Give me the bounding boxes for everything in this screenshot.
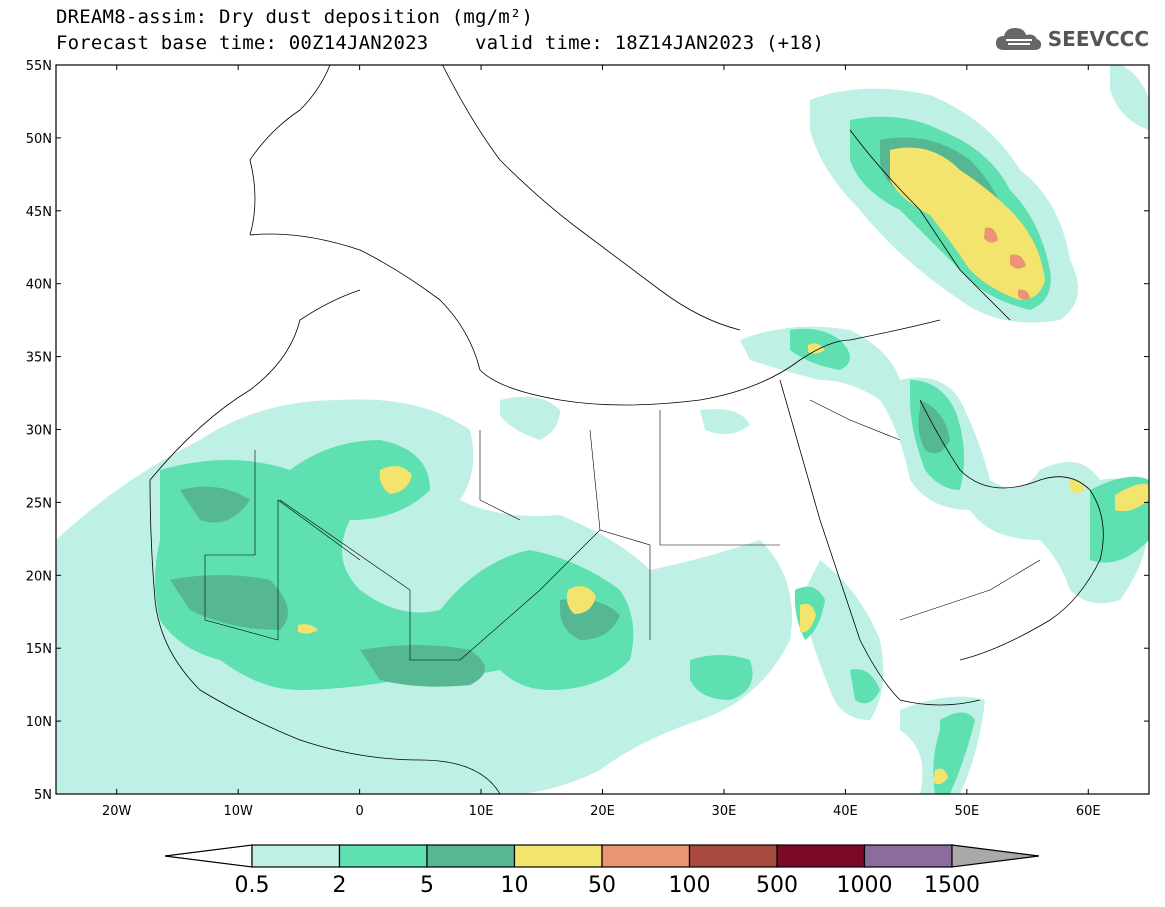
colorbar-label: 100 bbox=[669, 873, 711, 898]
colorbar-label: 1000 bbox=[837, 873, 893, 898]
colorbar-min-arrow bbox=[164, 844, 253, 868]
lat-tick-label: 20N bbox=[26, 569, 52, 584]
logo-text: SEEVCCC bbox=[1047, 27, 1149, 51]
colorbar: 0.5 2 5 10 50 100 500 1000 1500 bbox=[164, 844, 1040, 898]
lat-tick-label: 15N bbox=[26, 642, 52, 657]
colorbar-label: 10 bbox=[501, 873, 529, 898]
colorbar-swatch bbox=[688, 844, 778, 868]
lat-tick-label: 5N bbox=[34, 788, 52, 803]
colorbar-label: 1500 bbox=[924, 873, 980, 898]
lat-tick-label: 50N bbox=[26, 132, 52, 147]
colorbar-swatch bbox=[338, 844, 428, 868]
lon-tick-label: 20E bbox=[590, 804, 615, 819]
colorbar-label: 0.5 bbox=[235, 873, 270, 898]
seevccc-logo: SEEVCCC bbox=[994, 24, 1149, 54]
colorbar-max-arrow bbox=[951, 844, 1040, 868]
colorbar-swatch bbox=[513, 844, 603, 868]
colorbar-swatch bbox=[426, 844, 516, 868]
map-axes: 5N 10N 15N 20N 25N 30N 35N 40N 45N 50N 55N 20W 10W 0 1… bbox=[26, 59, 1149, 819]
lat-tick-label: 40N bbox=[26, 278, 52, 293]
lon-tick-label: 50E bbox=[954, 804, 979, 819]
lon-tick-label: 20W bbox=[102, 804, 132, 819]
forecast-time-line: Forecast base time: 00Z14JAN2023 valid t… bbox=[56, 32, 825, 54]
coastlines bbox=[149, 65, 1104, 794]
colorbar-swatch bbox=[251, 844, 341, 868]
lon-tick-label: 40E bbox=[833, 804, 858, 819]
colorbar-swatch bbox=[601, 844, 691, 868]
lon-tick-label: 60E bbox=[1076, 804, 1101, 819]
lat-tick-label: 45N bbox=[26, 205, 52, 220]
lat-tick-label: 55N bbox=[26, 59, 52, 74]
colorbar-label: 50 bbox=[588, 873, 616, 898]
colorbar-label: 5 bbox=[420, 873, 434, 898]
map-title: DREAM8-assim: Dry dust deposition (mg/m²… bbox=[56, 6, 534, 28]
colorbar-swatch bbox=[776, 844, 866, 868]
lon-tick-label: 10W bbox=[223, 804, 253, 819]
lon-tick-label: 0 bbox=[355, 804, 363, 819]
cloud-icon bbox=[995, 28, 1041, 50]
lat-tick-label: 30N bbox=[26, 424, 52, 439]
lat-tick-label: 35N bbox=[26, 351, 52, 366]
colorbar-swatch bbox=[863, 844, 953, 868]
lon-tick-label: 30E bbox=[712, 804, 737, 819]
lat-tick-label: 25N bbox=[26, 496, 52, 511]
colorbar-label: 2 bbox=[333, 873, 347, 898]
lat-tick-label: 10N bbox=[26, 715, 52, 730]
lon-tick-label: 10E bbox=[469, 804, 494, 819]
borders bbox=[204, 399, 1041, 661]
colorbar-label: 500 bbox=[756, 873, 798, 898]
